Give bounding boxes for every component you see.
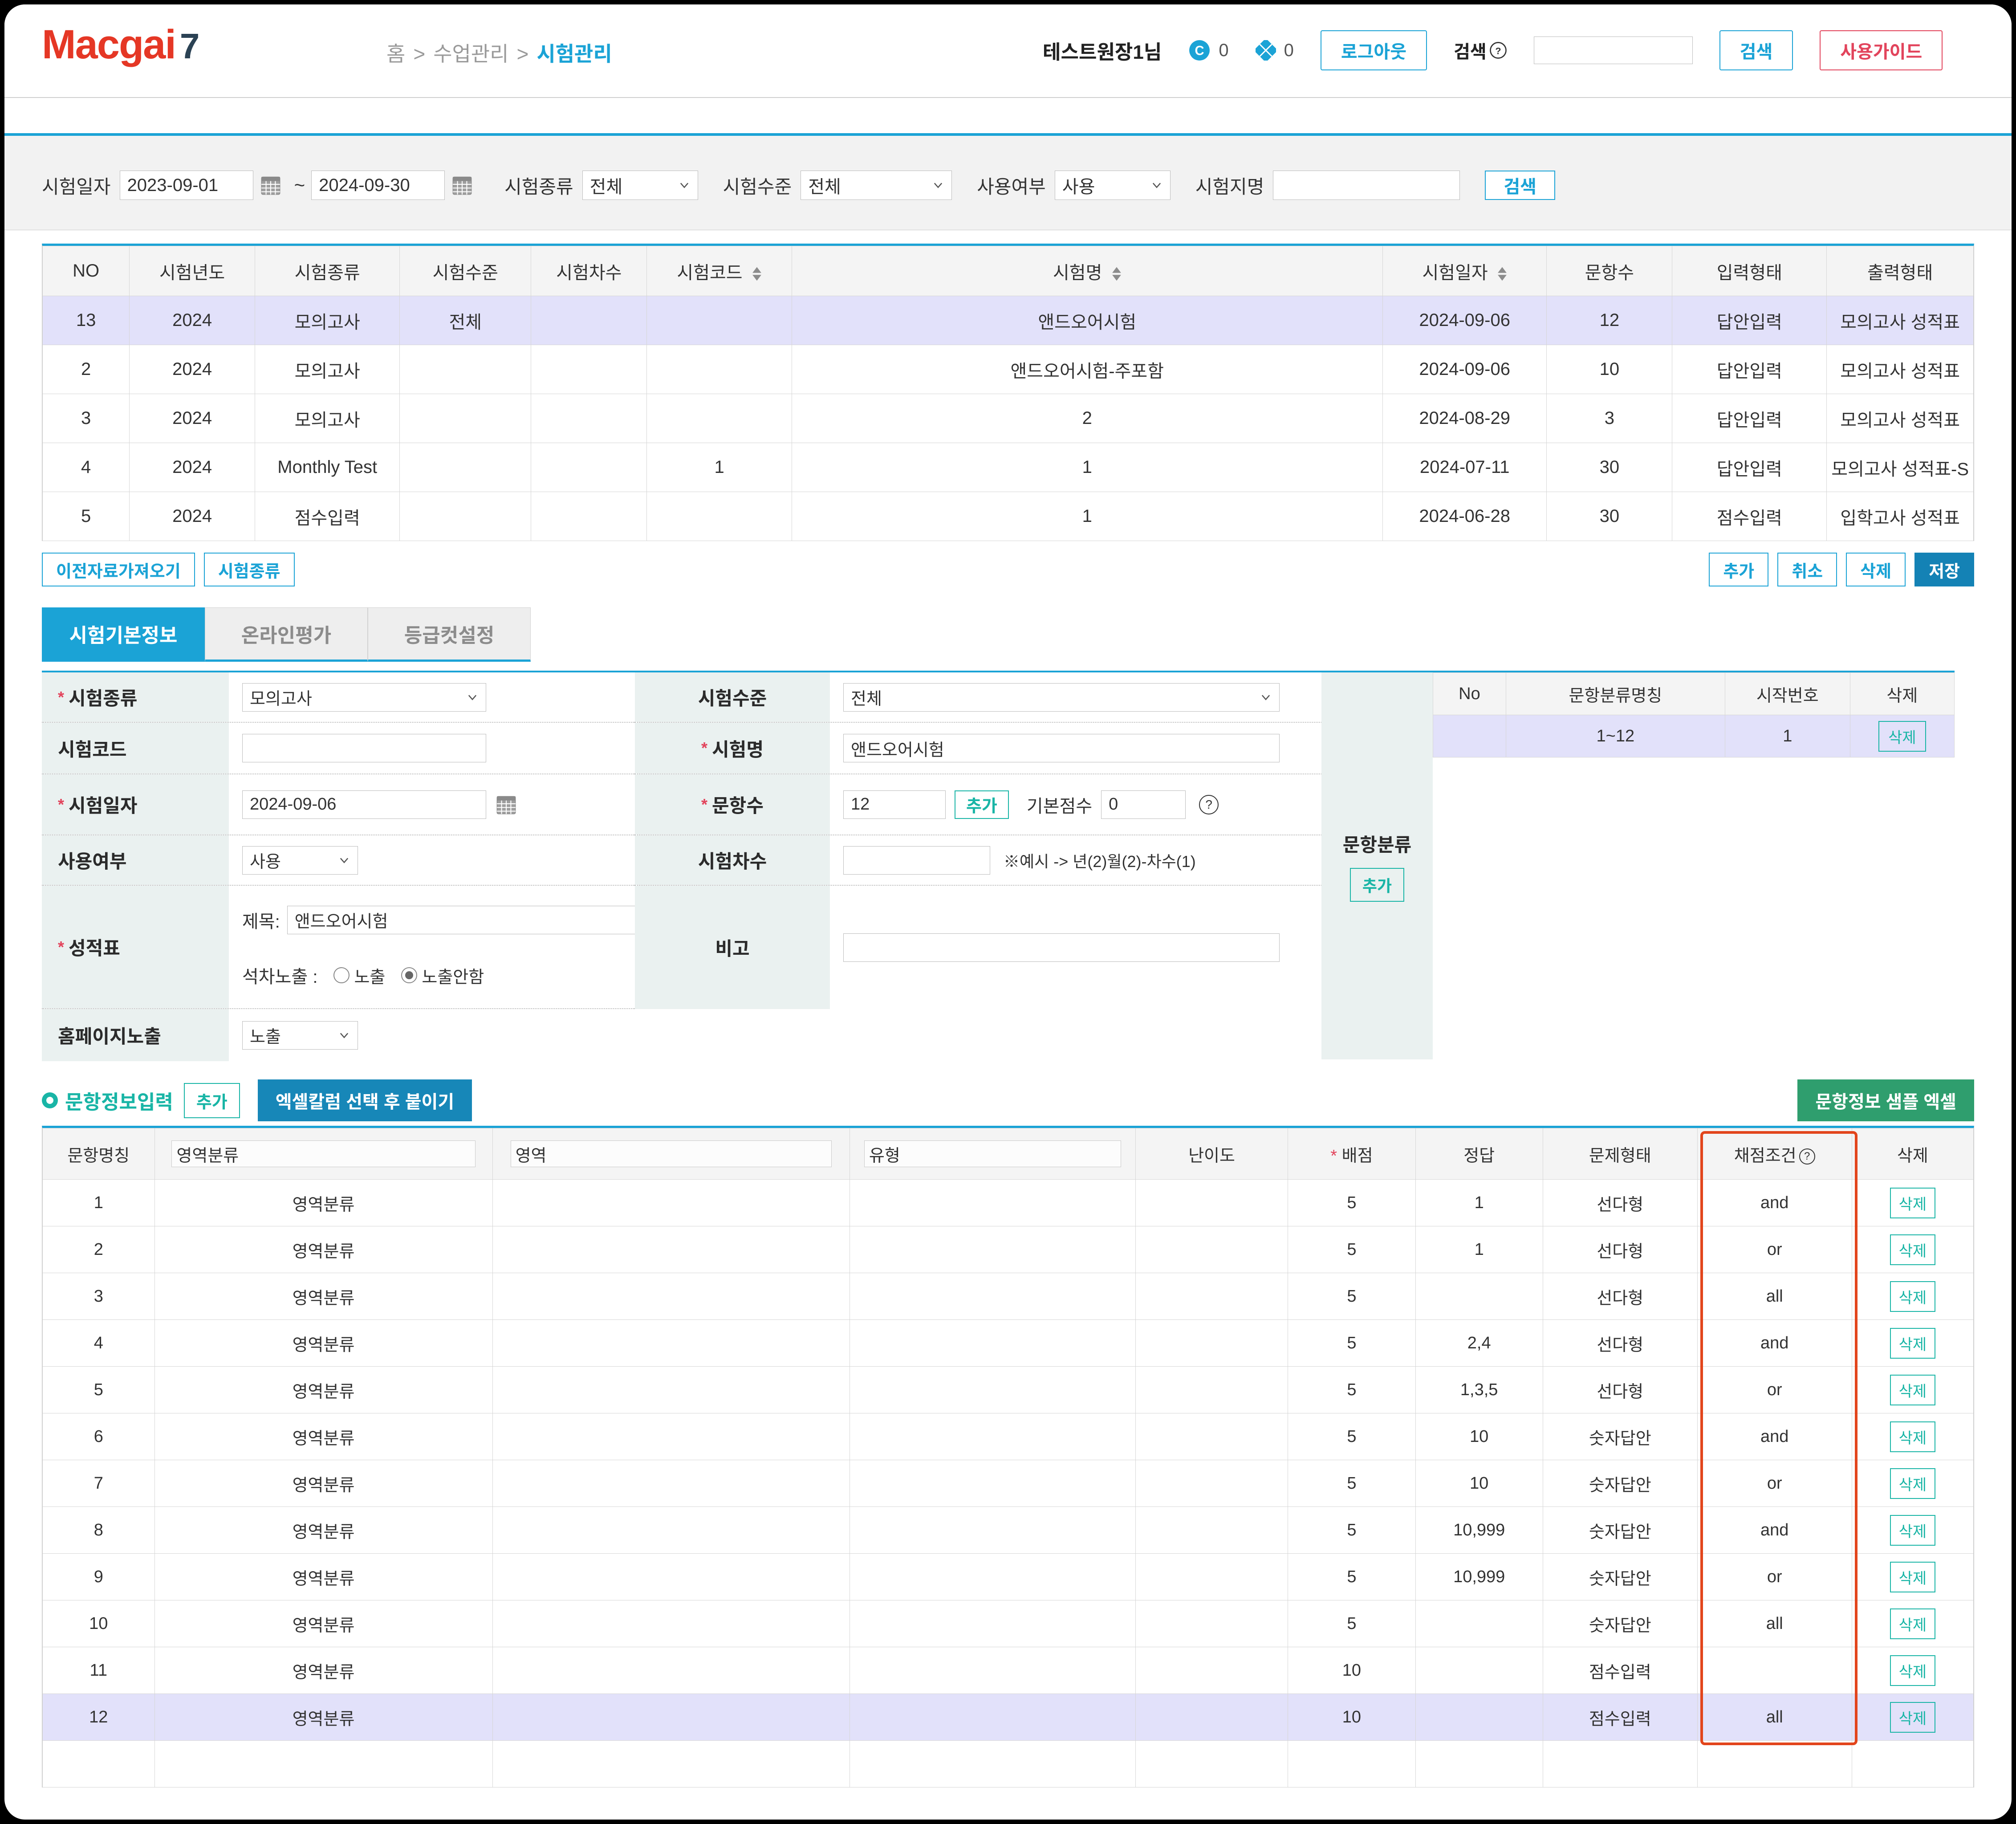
svg-text:C: C [1195, 44, 1204, 58]
svg-text:?: ? [1495, 45, 1501, 56]
